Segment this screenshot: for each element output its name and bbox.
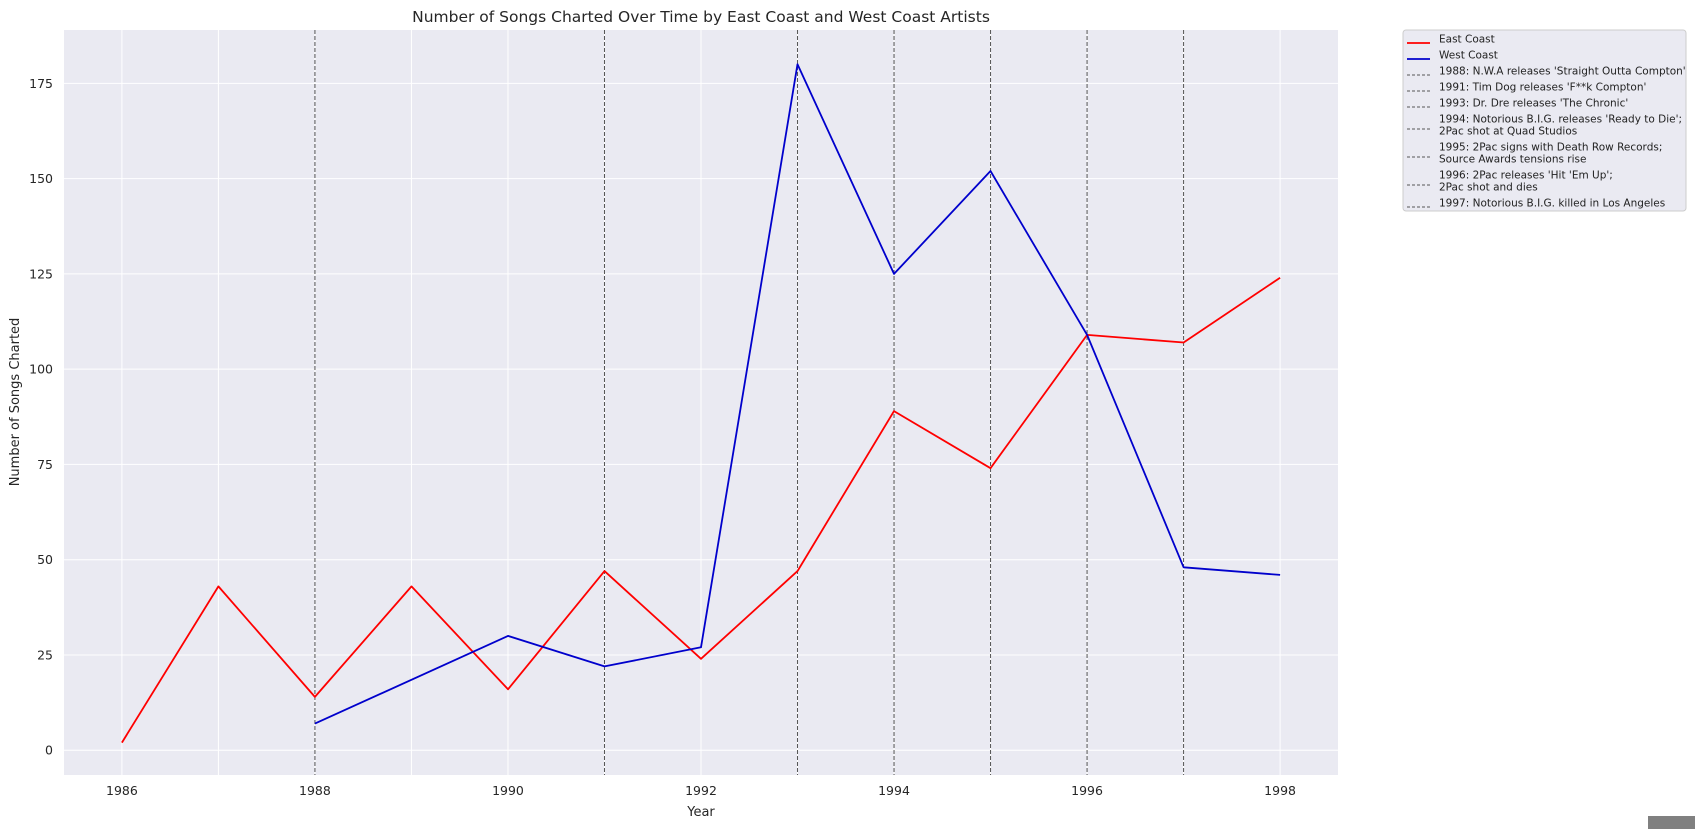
legend-box bbox=[1402, 29, 1687, 212]
legend-label: 1991: Tim Dog releases 'F**k Compton' bbox=[1439, 82, 1646, 94]
x-tick-label: 1992 bbox=[685, 783, 717, 798]
y-tick-label: 25 bbox=[37, 647, 53, 662]
x-tick-label: 1998 bbox=[1264, 783, 1296, 798]
x-axis-label: Year bbox=[686, 805, 715, 820]
chart-title: Number of Songs Charted Over Time by Eas… bbox=[412, 8, 990, 26]
legend-label: 1993: Dr. Dre releases 'The Chronic' bbox=[1439, 98, 1628, 110]
y-tick-label: 175 bbox=[29, 76, 53, 91]
y-tick-label: 50 bbox=[37, 552, 53, 567]
y-tick-label: 0 bbox=[45, 743, 53, 758]
legend-label: 1997: Notorious B.I.G. killed in Los Ang… bbox=[1439, 198, 1665, 210]
legend-label: East Coast bbox=[1439, 34, 1495, 46]
legend-label: 1988: N.W.A releases 'Straight Outta Com… bbox=[1439, 66, 1686, 78]
x-tick-label: 1996 bbox=[1071, 783, 1103, 798]
y-tick-label: 125 bbox=[29, 266, 53, 281]
legend-entry-event-1993: 1993: Dr. Dre releases 'The Chronic' bbox=[1407, 98, 1628, 110]
y-tick-label: 150 bbox=[29, 171, 53, 186]
legend-entry-event-1991: 1991: Tim Dog releases 'F**k Compton' bbox=[1407, 82, 1646, 94]
legend-label: 2Pac shot and dies bbox=[1439, 182, 1538, 194]
legend-entry-event-1988: 1988: N.W.A releases 'Straight Outta Com… bbox=[1407, 66, 1686, 78]
x-tick-labels: 1986 1988 1990 1992 1994 1996 1998 bbox=[106, 783, 1296, 798]
y-gridlines bbox=[64, 82, 1338, 751]
y-axis-label: Number of Songs Charted bbox=[8, 318, 23, 487]
event-lines bbox=[314, 30, 1185, 775]
x-tick-label: 1994 bbox=[878, 783, 910, 798]
legend-items: East Coast West Coast 1988: N.W.A releases… bbox=[1407, 34, 1686, 210]
y-tick-labels: 0 25 50 75 100 125 150 175 bbox=[29, 76, 53, 758]
legend-label: 1995: 2Pac signs with Death Row Records; bbox=[1439, 142, 1662, 154]
x-tick-label: 1988 bbox=[299, 783, 331, 798]
y-tick-label: 75 bbox=[37, 457, 53, 472]
legend-label: 1994: Notorious B.I.G. releases 'Ready t… bbox=[1439, 114, 1682, 126]
legend-entry-east-coast: East Coast bbox=[1407, 34, 1495, 46]
legend-entry-event-1997: 1997: Notorious B.I.G. killed in Los Ang… bbox=[1407, 198, 1665, 210]
x-tick-label: 1990 bbox=[492, 783, 524, 798]
legend-label: Source Awards tensions rise bbox=[1439, 154, 1586, 166]
x-tick-label: 1986 bbox=[106, 783, 138, 798]
legend-label: West Coast bbox=[1439, 50, 1498, 62]
legend-entry-event-1994: 1994: Notorious B.I.G. releases 'Ready t… bbox=[1407, 114, 1682, 138]
legend-label: 2Pac shot at Quad Studios bbox=[1439, 126, 1577, 138]
legend: East Coast West Coast 1988: N.W.A releases… bbox=[1402, 29, 1687, 212]
legend-entry-event-1996: 1996: 2Pac releases 'Hit 'Em Up';2Pac sh… bbox=[1407, 170, 1613, 194]
y-tick-label: 100 bbox=[29, 362, 53, 377]
corner-tab bbox=[1648, 816, 1695, 829]
legend-entry-event-1995: 1995: 2Pac signs with Death Row Records;… bbox=[1407, 142, 1662, 166]
legend-label: 1996: 2Pac releases 'Hit 'Em Up'; bbox=[1439, 170, 1613, 182]
legend-entry-west-coast: West Coast bbox=[1407, 50, 1498, 62]
series-lines bbox=[121, 63, 1281, 744]
series-line-west-coast bbox=[314, 63, 1281, 725]
